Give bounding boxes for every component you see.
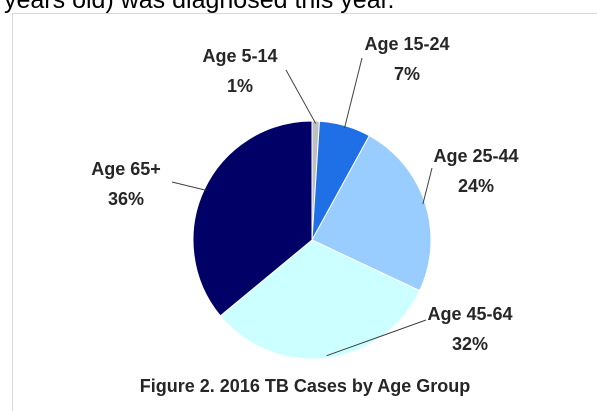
category-label: Age 65+	[91, 159, 161, 179]
pie-slice	[219, 239, 421, 360]
category-label: Age 25-44	[433, 146, 518, 166]
category-label: Age 15-24	[364, 34, 449, 54]
category-label: Age 45-64	[427, 304, 512, 324]
value-label: 32%	[452, 334, 488, 354]
value-label: 36%	[108, 189, 144, 209]
leader-line	[285, 69, 317, 124]
value-label: 7%	[394, 64, 420, 84]
leader-line	[171, 181, 207, 191]
value-label: 24%	[458, 176, 494, 196]
leader-line	[344, 57, 363, 129]
chart-frame	[12, 13, 597, 411]
pie-slice	[311, 135, 432, 292]
category-label: Age 5-14	[202, 46, 277, 66]
value-label: 1%	[227, 76, 253, 96]
page-text: years old) was diagnosed this year.	[4, 0, 395, 14]
leader-line	[422, 167, 433, 205]
chart-title: Figure 2. 2016 TB Cases by Age Group	[140, 376, 470, 396]
leader-line	[326, 319, 427, 357]
